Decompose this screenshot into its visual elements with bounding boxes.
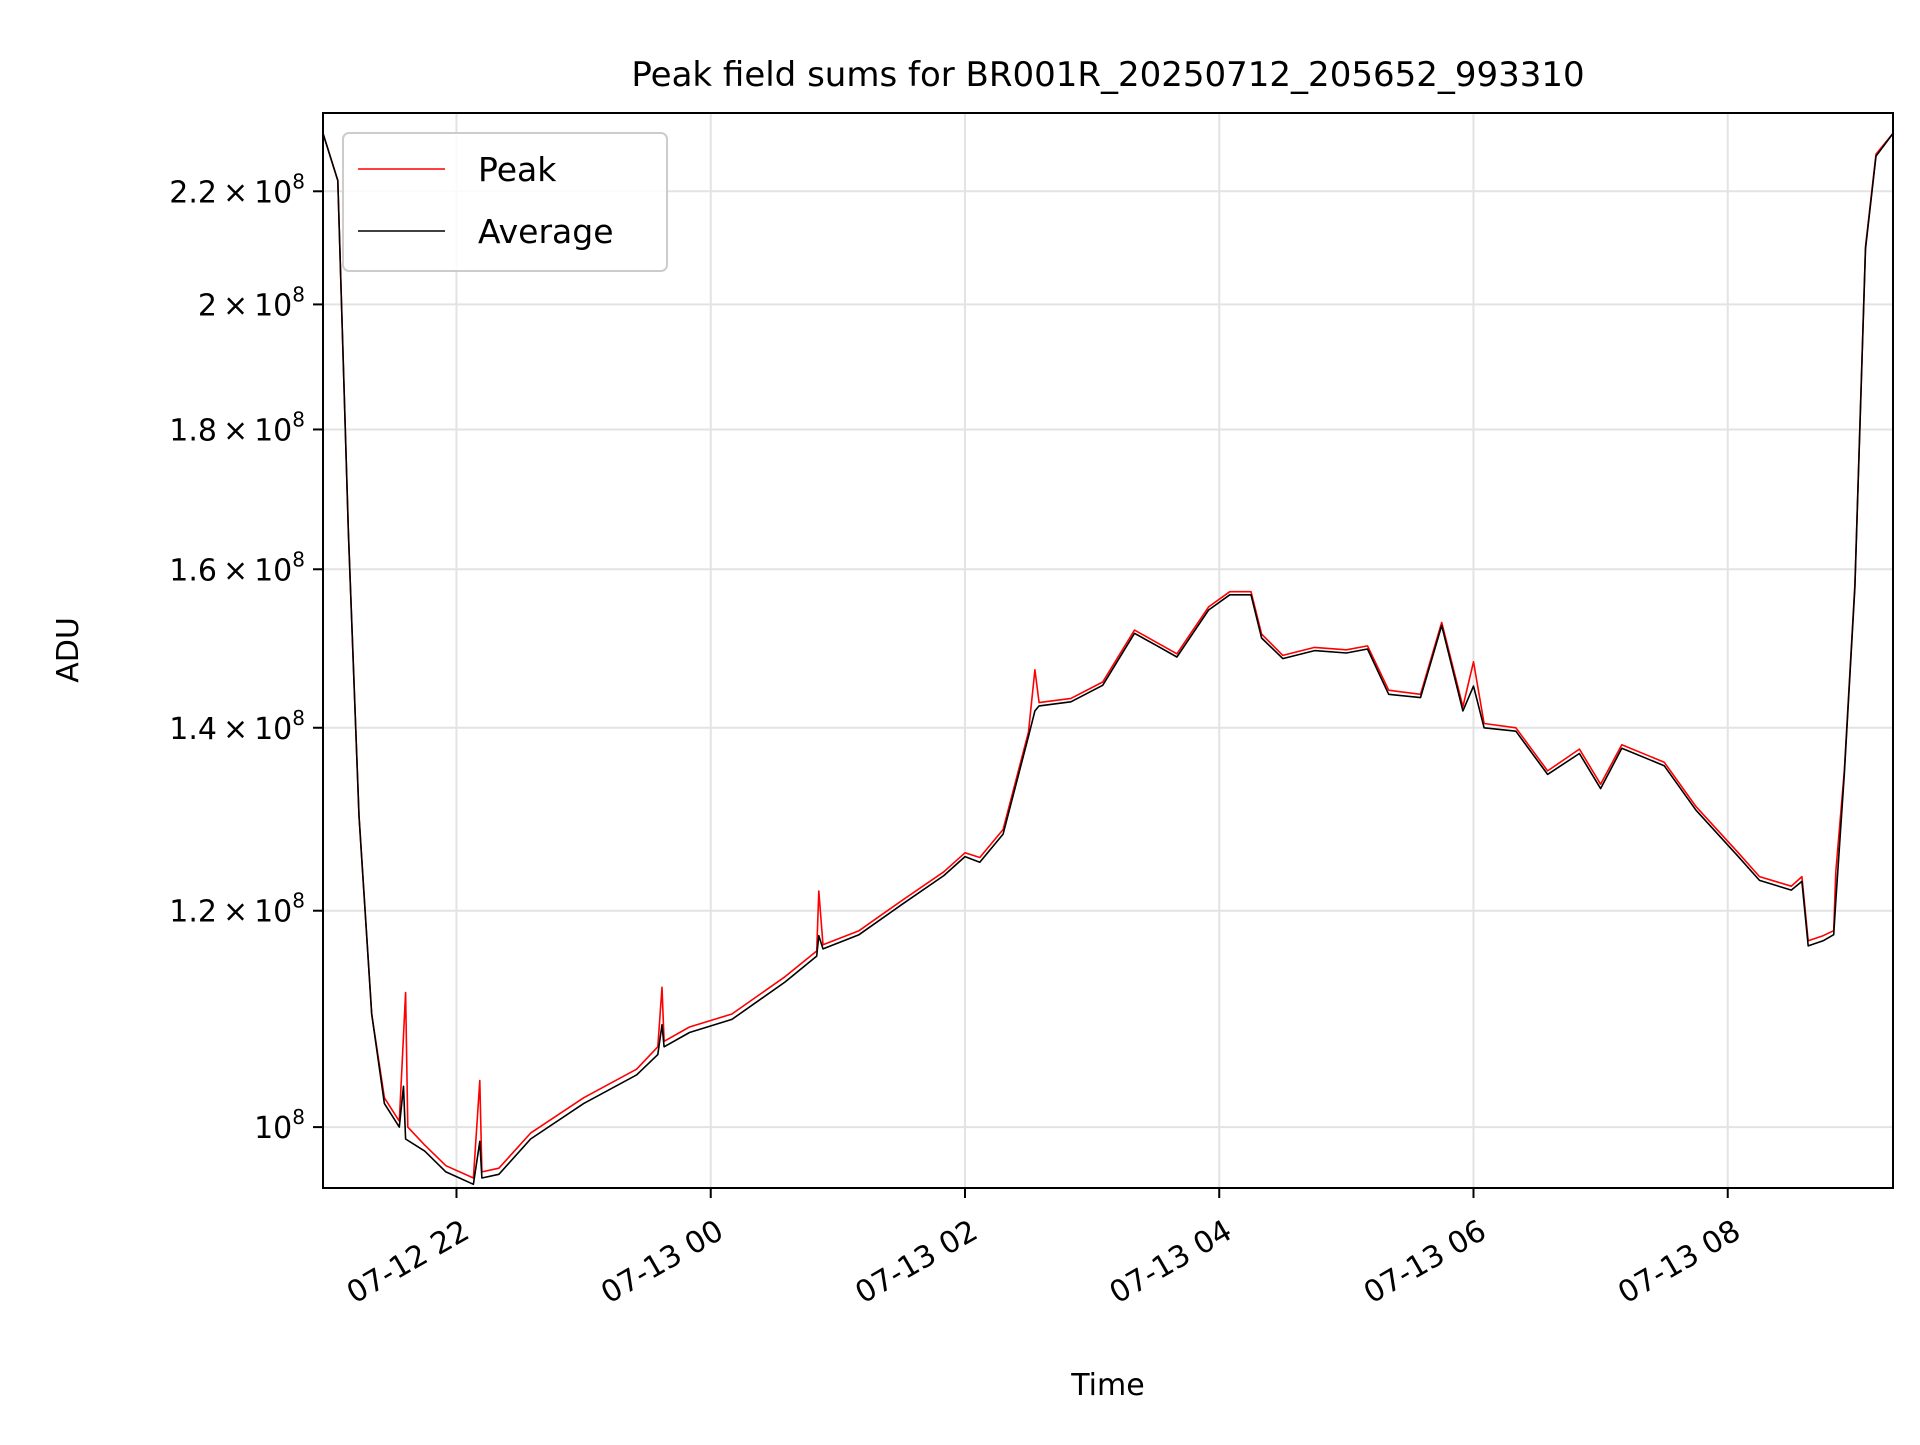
series-line-average — [322, 132, 1894, 1186]
y-tick-label: 108 — [254, 1105, 305, 1146]
y-tick-label: 1.4 × 108 — [169, 706, 305, 747]
grid — [323, 113, 1893, 1188]
legend: Peak Average — [342, 132, 668, 272]
series-line-peak — [322, 132, 1894, 1179]
chart-title: Peak field sums for BR001R_20250712_2056… — [631, 55, 1584, 95]
legend-box — [342, 132, 668, 272]
y-axis: 108 1.2 × 108 1.4 × 108 1.6 × 108 1.8 × 108 2… — [169, 169, 323, 1146]
y-axis-label: ADU — [51, 617, 86, 683]
series-layer — [322, 132, 1894, 1186]
y-tick-label: 1.6 × 108 — [169, 547, 305, 588]
y-tick-label: 1.2 × 108 — [169, 889, 305, 930]
legend-label-peak: Peak — [478, 150, 557, 189]
legend-label-average: Average — [478, 212, 614, 251]
x-axis-label: Time — [1070, 1368, 1144, 1403]
plot-frame — [322, 112, 1894, 1189]
y-tick-label: 2.2 × 108 — [169, 169, 305, 210]
y-tick-label: 2 × 108 — [198, 282, 305, 323]
y-tick-label: 1.8 × 108 — [169, 407, 305, 448]
